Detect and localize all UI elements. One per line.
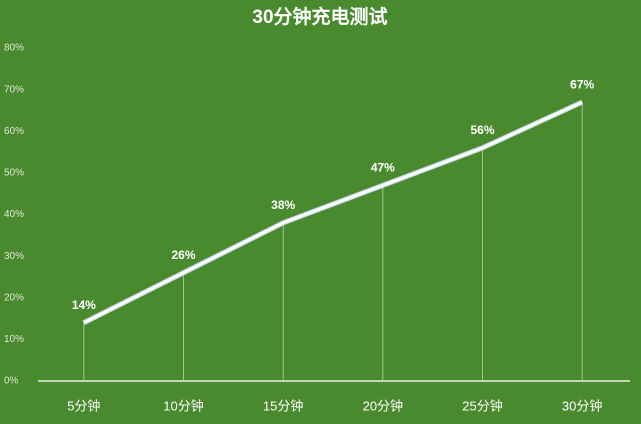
value-label: 14% [72,298,96,312]
value-label: 67% [570,77,594,91]
x-tick-label: 10分钟 [163,398,203,413]
x-tick-label: 15分钟 [263,398,303,413]
y-tick-label: 10% [4,334,24,345]
y-tick-label: 50% [4,168,24,179]
x-tick-label: 20分钟 [363,398,403,413]
data-line-core [83,100,583,324]
y-tick-label: 70% [4,84,24,95]
value-label: 26% [171,248,195,262]
value-label: 38% [271,198,295,212]
chart-title: 30分钟充电测试 [252,5,387,28]
x-tick-label: 30分钟 [562,398,602,413]
y-tick-label: 30% [4,251,24,262]
y-tick-label: 60% [4,126,24,137]
x-tick-label: 5分钟 [67,398,100,413]
y-tick-label: 0% [4,376,19,387]
value-label: 56% [470,123,494,137]
y-tick-label: 20% [4,292,24,303]
value-label: 47% [371,161,395,175]
y-tick-label: 80% [4,43,24,54]
x-tick-label: 25分钟 [462,398,502,413]
y-tick-label: 40% [4,209,24,220]
